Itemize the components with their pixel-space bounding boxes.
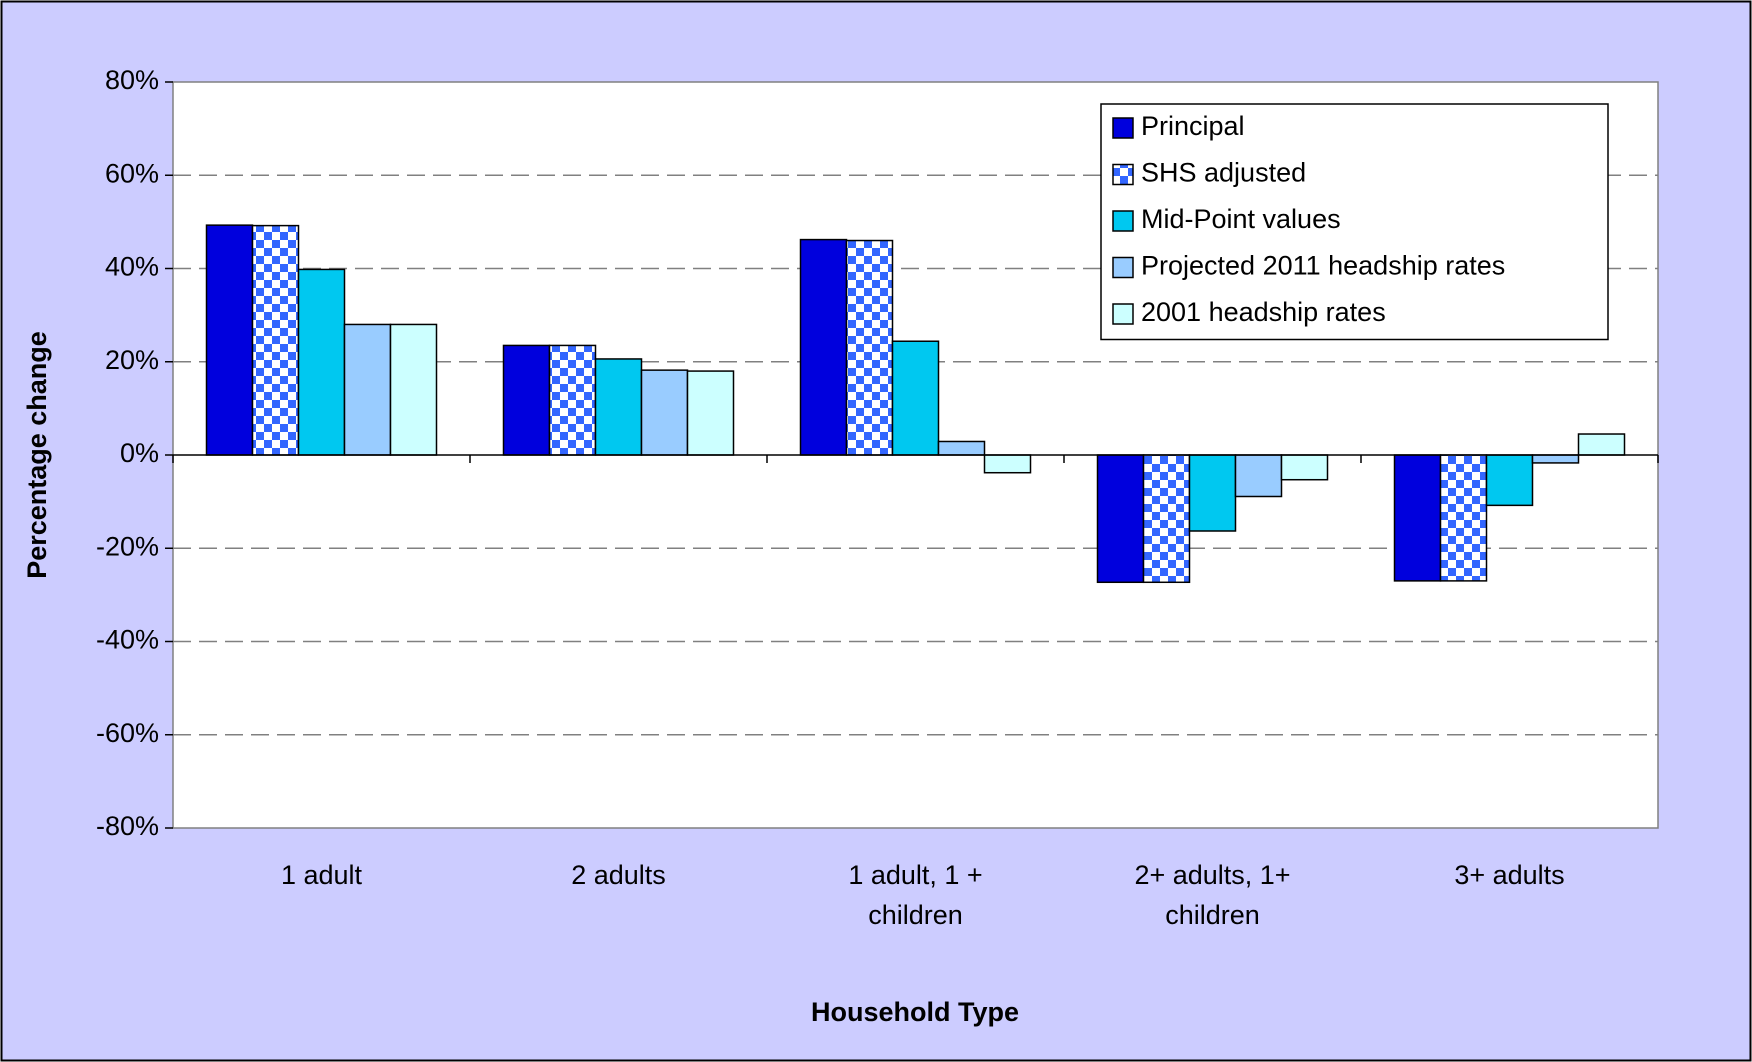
legend-box	[1100, 103, 1609, 341]
bar	[251, 224, 300, 456]
legend-label: Principal	[1141, 111, 1245, 141]
legend-label: Projected 2011 headship rates	[1141, 251, 1505, 281]
bar	[1577, 433, 1626, 456]
bar	[891, 340, 940, 456]
bar	[983, 454, 1032, 474]
legend-label: 2001 headship rates	[1141, 297, 1386, 327]
bar	[548, 344, 597, 456]
x-tick-label: 3+ adults	[1454, 860, 1564, 890]
x-tick-label: children	[868, 900, 963, 930]
x-tick-label: 2+ adults, 1+	[1134, 860, 1290, 890]
bar	[686, 370, 735, 456]
legend-swatch	[1112, 163, 1134, 186]
bar	[1393, 454, 1442, 582]
bar	[640, 369, 689, 456]
bar	[1142, 454, 1191, 584]
legend: Principal SHS adjusted Mid-Point values Pro…	[1100, 103, 1609, 341]
bar	[1234, 454, 1283, 498]
bar	[297, 268, 346, 456]
y-tick-label: 20%	[105, 345, 159, 375]
x-tick-label: children	[1165, 900, 1260, 930]
bar	[1188, 454, 1237, 532]
x-tick-label: 1 adult, 1 +	[848, 860, 982, 890]
legend-label: SHS adjusted	[1141, 158, 1306, 188]
bar	[343, 323, 392, 456]
bar	[1439, 454, 1488, 582]
bar	[389, 323, 438, 456]
legend-swatch	[1112, 210, 1134, 232]
y-tick-label: 40%	[105, 252, 159, 282]
bar	[1096, 454, 1145, 584]
x-axis-title: Household Type	[811, 997, 1019, 1027]
bar	[205, 224, 254, 456]
y-tick-label: -20%	[96, 531, 159, 561]
bar	[1531, 454, 1580, 464]
bar	[1280, 454, 1329, 481]
bar	[799, 238, 848, 456]
y-tick-label: 60%	[105, 158, 159, 188]
bar	[1485, 454, 1534, 507]
y-axis-title: Percentage change	[22, 331, 52, 579]
y-tick-label: -80%	[96, 811, 159, 841]
legend-swatch	[1112, 256, 1134, 279]
y-tick-label: 80%	[105, 65, 159, 95]
legend-swatch	[1112, 117, 1134, 139]
x-tick-label: 2 adults	[571, 860, 666, 890]
bar	[502, 344, 551, 456]
x-tick-label: 1 adult	[281, 860, 363, 890]
bar	[594, 358, 643, 456]
y-tick-label: -40%	[96, 625, 159, 655]
bar	[845, 239, 894, 456]
y-tick-label: -60%	[96, 718, 159, 748]
legend-swatch	[1112, 303, 1134, 325]
legend-label: Mid-Point values	[1141, 204, 1341, 234]
bar	[937, 440, 986, 456]
y-tick-label: 0%	[120, 438, 159, 468]
